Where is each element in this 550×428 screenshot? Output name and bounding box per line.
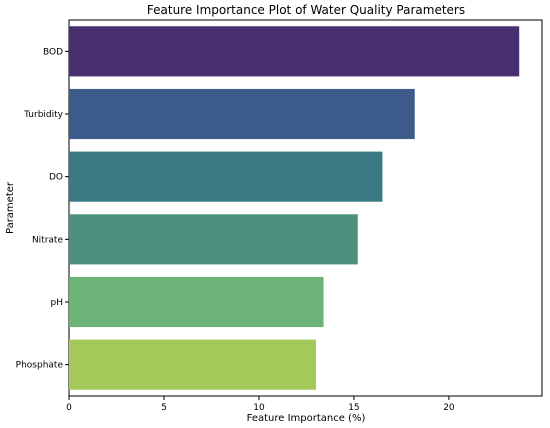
y-tick-label-bod: BOD	[43, 47, 63, 57]
x-tick-label-20: 20	[443, 403, 455, 413]
x-tick-label-5: 5	[161, 403, 167, 413]
y-tick-label-phosphate: Phosphate	[16, 361, 64, 371]
x-axis-ticks: 0 5 10 15 20	[66, 396, 455, 413]
bar-do	[69, 151, 383, 202]
bar-turbidity	[69, 88, 415, 140]
x-tick-label-0: 0	[66, 403, 72, 413]
y-axis-ticks: BOD Turbidity DO Nitrate pH Phosphate	[16, 47, 69, 371]
bar-bod	[69, 26, 520, 77]
y-tick-label-do: DO	[49, 173, 63, 183]
y-tick-label-turbidity: Turbidity	[23, 110, 63, 120]
bar-group	[69, 26, 520, 390]
chart-title: Feature Importance Plot of Water Quality…	[147, 3, 465, 17]
bar-phosphate	[69, 339, 316, 390]
bar-nitrate	[69, 214, 358, 265]
plot-frame	[68, 19, 543, 397]
bar-ph	[69, 276, 324, 328]
x-tick-label-15: 15	[348, 403, 359, 413]
y-tick-label-nitrate: Nitrate	[32, 235, 64, 245]
y-tick-label-ph: pH	[51, 298, 63, 308]
y-axis-label: Parameter	[5, 181, 16, 234]
x-axis-label: Feature Importance (%)	[247, 413, 366, 424]
x-tick-label-10: 10	[253, 403, 265, 413]
